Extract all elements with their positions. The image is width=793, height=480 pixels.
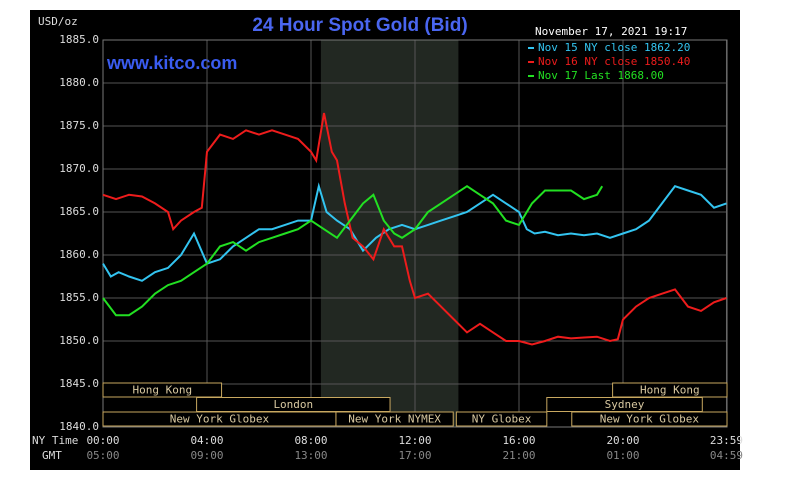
session-label: London (273, 398, 313, 411)
y-tick-label: 1840.0 (59, 420, 99, 433)
session-label: NY Globex (472, 413, 532, 426)
x-tick-label-gmt: 17:00 (398, 449, 431, 462)
session-label: Hong Kong (132, 384, 192, 397)
x-tick-label: 20:00 (606, 434, 639, 447)
y-tick-label: 1865.0 (59, 205, 99, 218)
y-tick-label: 1875.0 (59, 119, 99, 132)
y-tick-label: 1880.0 (59, 76, 99, 89)
plot-frame (102, 39, 728, 428)
session-label: New York NYMEX (348, 413, 441, 426)
session-label: New York Globex (170, 413, 270, 426)
x-tick-label: 12:00 (398, 434, 431, 447)
x-tick-label: 00:00 (86, 434, 119, 447)
x-tick-label-gmt: 13:00 (294, 449, 327, 462)
series-line (102, 112, 727, 346)
y-tick-label: 1855.0 (59, 291, 99, 304)
legend-label: Nov 17 Last 1868.00 (538, 69, 664, 82)
y-tick-label: 1845.0 (59, 377, 99, 390)
shaded-region (320, 40, 459, 427)
x-tick-label-gmt: 09:00 (190, 449, 223, 462)
y-unit: USD/oz (38, 15, 78, 28)
x-row-label: GMT (42, 449, 62, 462)
x-tick-label-gmt: 05:00 (86, 449, 119, 462)
y-tick-label: 1850.0 (59, 334, 99, 347)
session-box (571, 411, 728, 427)
session-label: New York Globex (600, 413, 700, 426)
x-tick-label-gmt: 21:00 (502, 449, 535, 462)
y-tick-label: 1885.0 (59, 33, 99, 46)
legend-label: Nov 15 NY close 1862.20 (538, 41, 690, 54)
y-tick-label: 1870.0 (59, 162, 99, 175)
x-tick-label: 16:00 (502, 434, 535, 447)
session-box (102, 382, 223, 398)
watermark: www.kitco.com (106, 53, 237, 73)
series-line (102, 185, 604, 317)
timestamp: November 17, 2021 19:17 (535, 25, 687, 38)
x-tick-label: 04:00 (190, 434, 223, 447)
session-label: Sydney (605, 398, 645, 411)
session-box (335, 411, 454, 427)
x-tick-label: 23:59 (710, 434, 743, 447)
x-tick-label-gmt: 04:59 (710, 449, 743, 462)
session-box (455, 411, 548, 427)
session-label: Hong Kong (640, 384, 700, 397)
x-tick-label: 08:00 (294, 434, 327, 447)
x-tick-label-gmt: 01:00 (606, 449, 639, 462)
series-line (102, 182, 727, 282)
y-tick-label: 1860.0 (59, 248, 99, 261)
x-row-label: NY Time (32, 434, 78, 447)
legend-label: Nov 16 NY close 1850.40 (538, 55, 690, 68)
chart-title: 24 Hour Spot Gold (Bid) (252, 15, 467, 36)
